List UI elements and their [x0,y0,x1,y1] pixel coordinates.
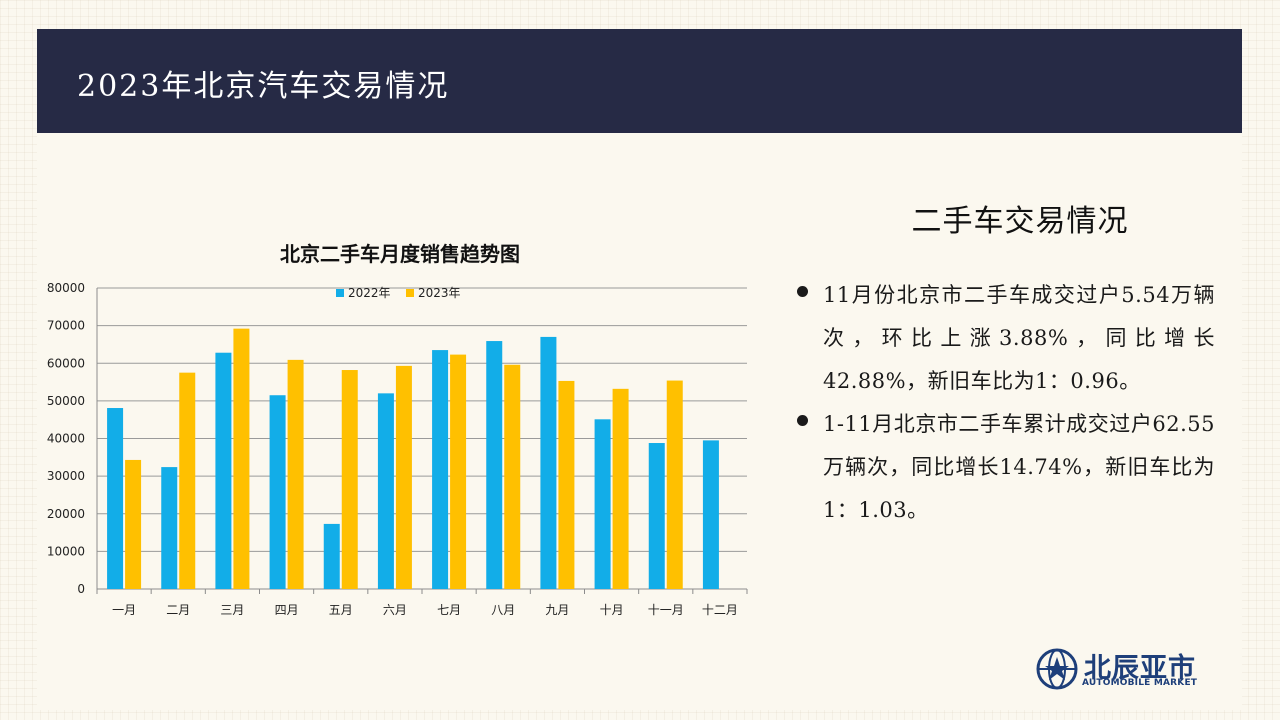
x-tick-label: 五月 [329,603,353,617]
x-tick-label: 九月 [545,603,569,617]
bar [504,364,521,589]
bar [666,380,683,589]
bar [341,370,358,589]
bar [612,388,629,589]
bar [323,523,340,589]
legend-swatch [406,289,414,297]
bar [125,459,142,589]
bullet-text: 11月份北京市二手车成交过户5.54万辆次，环比上涨3.88%，同比增长42.8… [823,283,1215,393]
logo-subtitle: AUTOMOBILE MARKET [1082,678,1198,688]
bullet-item: 11月份北京市二手车成交过户5.54万辆次，环比上涨3.88%，同比增长42.8… [795,274,1215,403]
bullet-dot-icon [797,286,808,297]
bar-chart: 北京二手车月度销售趋势图 0 10000 20000 30000 40000 50000 6… [40,230,760,630]
y-tick-label: 70000 [47,319,85,333]
y-tick-label: 10000 [47,544,85,558]
x-tick-label: 十月 [600,603,624,617]
bar [179,372,196,589]
bar [215,352,232,589]
x-tick-label: 八月 [491,603,515,617]
y-tick-label: 50000 [47,394,85,408]
legend-swatch [336,289,344,297]
x-tick-label: 一月 [112,603,136,617]
bar [540,336,557,589]
legend-label: 2022年 [348,286,391,300]
bar [648,443,665,589]
legend-label: 2023年 [418,286,461,300]
page-title: 2023年北京汽车交易情况 [77,69,450,104]
bar [450,354,467,589]
y-tick-label: 80000 [47,281,85,295]
globe-icon [1036,648,1078,690]
logo-name: 北辰亚市 [1084,653,1196,684]
y-tick-label: 40000 [47,432,85,446]
x-tick-label: 七月 [437,603,461,617]
y-tick-label: 20000 [47,507,85,521]
bar [395,365,412,589]
x-tick-label: 十二月 [702,603,738,617]
section-title: 二手车交易情况 [911,204,1129,239]
bar [594,419,611,589]
bar [107,408,124,589]
bar [377,393,394,589]
bullet-item: 1-11月北京市二手车累计成交过户62.55万辆次，同比增长14.74%，新旧车… [795,403,1215,532]
bullet-list: 11月份北京市二手车成交过户5.54万辆次，环比上涨3.88%，同比增长42.8… [795,274,1215,532]
y-tick-label: 0 [77,582,85,596]
y-tick-label: 60000 [47,356,85,370]
bar [432,350,449,589]
bar [233,328,250,589]
header-bar: 2023年北京汽车交易情况 [37,29,1242,133]
bar [269,395,286,589]
x-tick-label: 三月 [220,603,244,617]
chart-title: 北京二手车月度销售趋势图 [280,242,520,266]
company-logo: 北辰亚市 AUTOMOBILE MARKET [1036,648,1216,690]
bar [702,440,719,589]
bar [486,341,503,589]
bullet-text: 1-11月北京市二手车累计成交过户62.55万辆次，同比增长14.74%，新旧车… [823,412,1215,522]
bar [558,380,575,589]
bar [287,359,304,589]
x-tick-label: 四月 [275,603,299,617]
x-tick-label: 十一月 [648,603,684,617]
y-tick-label: 30000 [47,469,85,483]
bar [161,467,178,589]
x-tick-label: 二月 [166,603,190,617]
chart-svg: 0 10000 20000 30000 40000 50000 60000 70000 8000… [47,281,748,617]
x-tick-label: 六月 [383,603,407,617]
bullet-dot-icon [797,415,808,426]
